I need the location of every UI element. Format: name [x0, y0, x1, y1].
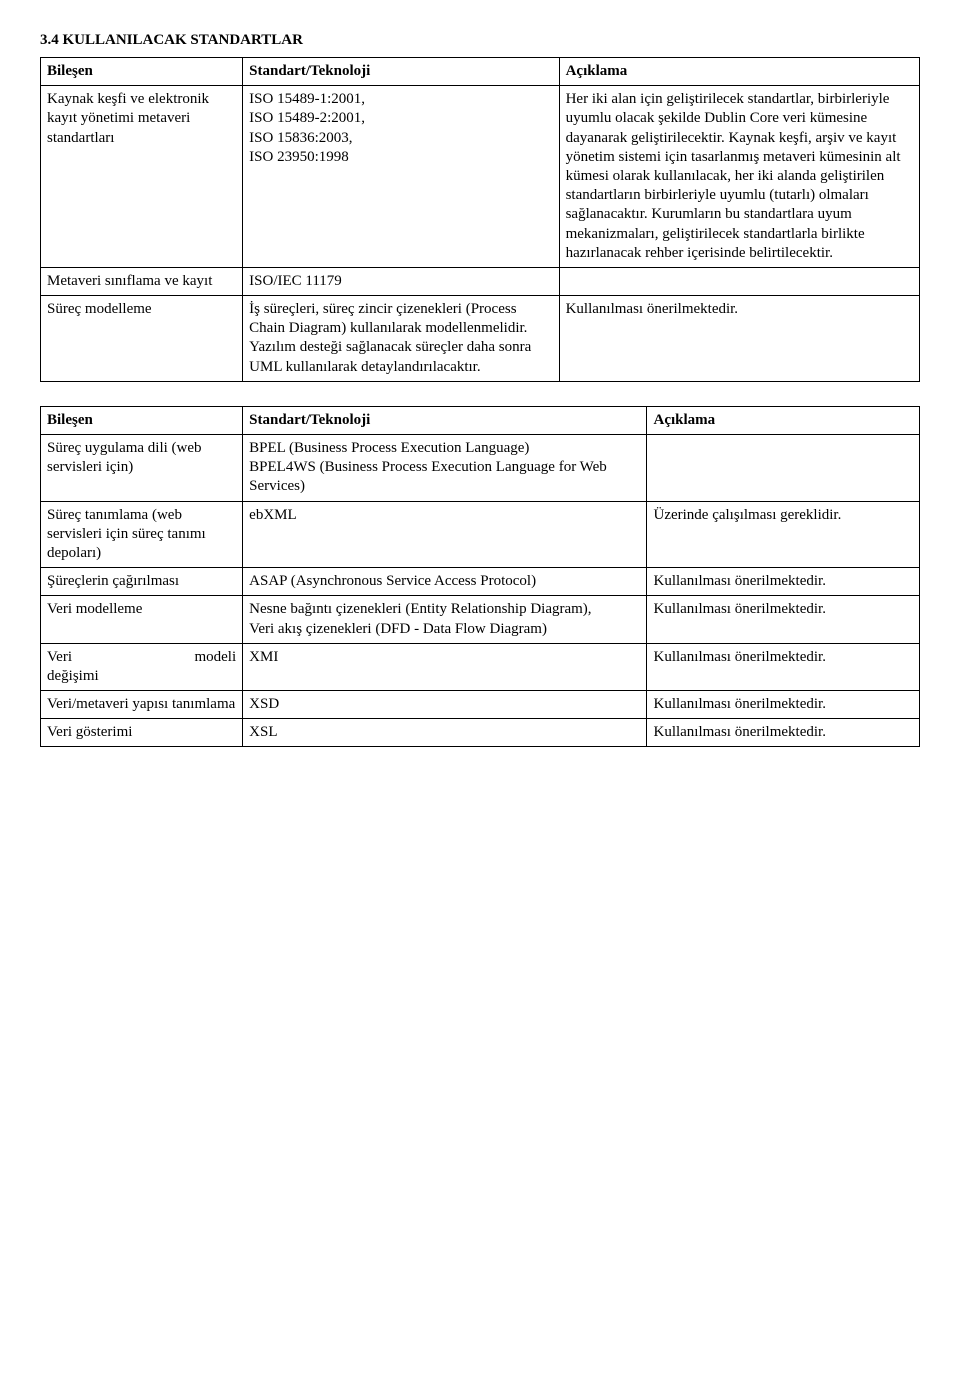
cell: Veri/metaveri yapısı tanımlama [41, 691, 243, 719]
cell: Kaynak keşfi ve elektronik kayıt yönetim… [41, 86, 243, 268]
cell-text-line2: değişimi [47, 667, 236, 686]
cell: Şüreçlerin çağırılması [41, 568, 243, 596]
standards-table-2: Bileşen Standart/Teknoloji Açıklama Süre… [40, 406, 920, 748]
table-row: Şüreçlerin çağırılması ASAP (Asynchronou… [41, 568, 920, 596]
cell [559, 267, 919, 295]
col-header: Standart/Teknoloji [243, 406, 647, 434]
table-row: Süreç modelleme İş süreçleri, süreç zinc… [41, 296, 920, 382]
table-header-row: Bileşen Standart/Teknoloji Açıklama [41, 406, 920, 434]
table-row: Süreç tanımlama (web servisleri için sür… [41, 501, 920, 568]
col-header: Açıklama [559, 58, 919, 86]
cell: Kullanılması önerilmektedir. [647, 643, 920, 690]
cell: Süreç uygulama dili (web servisleri için… [41, 435, 243, 502]
table-row: Veri modeli değişimi XMI Kullanılması ön… [41, 643, 920, 690]
cell: Kullanılması önerilmektedir. [559, 296, 919, 382]
table-row: Süreç uygulama dili (web servisleri için… [41, 435, 920, 502]
cell: ASAP (Asynchronous Service Access Protoc… [243, 568, 647, 596]
cell-text-right: modeli [194, 648, 236, 667]
table-row: Metaveri sınıflama ve kayıt ISO/IEC 1117… [41, 267, 920, 295]
cell-text-left: Veri [47, 648, 72, 667]
cell: Kullanılması önerilmektedir. [647, 596, 920, 643]
standards-table-1: Bileşen Standart/Teknoloji Açıklama Kayn… [40, 57, 920, 382]
cell: XSL [243, 719, 647, 747]
cell: Süreç tanımlama (web servisleri için sür… [41, 501, 243, 568]
cell: Kullanılması önerilmektedir. [647, 568, 920, 596]
section-heading: 3.4 KULLANILACAK STANDARTLAR [40, 32, 920, 49]
cell: ISO 15489-1:2001, ISO 15489-2:2001, ISO … [243, 86, 559, 268]
col-header: Bileşen [41, 58, 243, 86]
table-header-row: Bileşen Standart/Teknoloji Açıklama [41, 58, 920, 86]
cell [647, 435, 920, 502]
col-header: Standart/Teknoloji [243, 58, 559, 86]
cell: Her iki alan için geliştirilecek standar… [559, 86, 919, 268]
cell: BPEL (Business Process Execution Languag… [243, 435, 647, 502]
cell: Veri gösterimi [41, 719, 243, 747]
col-header: Açıklama [647, 406, 920, 434]
cell: Kullanılması önerilmektedir. [647, 719, 920, 747]
table-row: Kaynak keşfi ve elektronik kayıt yönetim… [41, 86, 920, 268]
table-row: Veri gösterimi XSL Kullanılması önerilme… [41, 719, 920, 747]
col-header: Bileşen [41, 406, 243, 434]
cell: Veri modelleme [41, 596, 243, 643]
cell: Kullanılması önerilmektedir. [647, 691, 920, 719]
cell: Süreç modelleme [41, 296, 243, 382]
cell: ISO/IEC 11179 [243, 267, 559, 295]
cell: XMI [243, 643, 647, 690]
cell: İş süreçleri, süreç zincir çizenekleri (… [243, 296, 559, 382]
cell: Üzerinde çalışılması gereklidir. [647, 501, 920, 568]
table-row: Veri modelleme Nesne bağıntı çizenekleri… [41, 596, 920, 643]
cell: Veri modeli değişimi [41, 643, 243, 690]
cell: Nesne bağıntı çizenekleri (Entity Relati… [243, 596, 647, 643]
table-row: Veri/metaveri yapısı tanımlama XSD Kulla… [41, 691, 920, 719]
cell: Metaveri sınıflama ve kayıt [41, 267, 243, 295]
cell: XSD [243, 691, 647, 719]
cell: ebXML [243, 501, 647, 568]
